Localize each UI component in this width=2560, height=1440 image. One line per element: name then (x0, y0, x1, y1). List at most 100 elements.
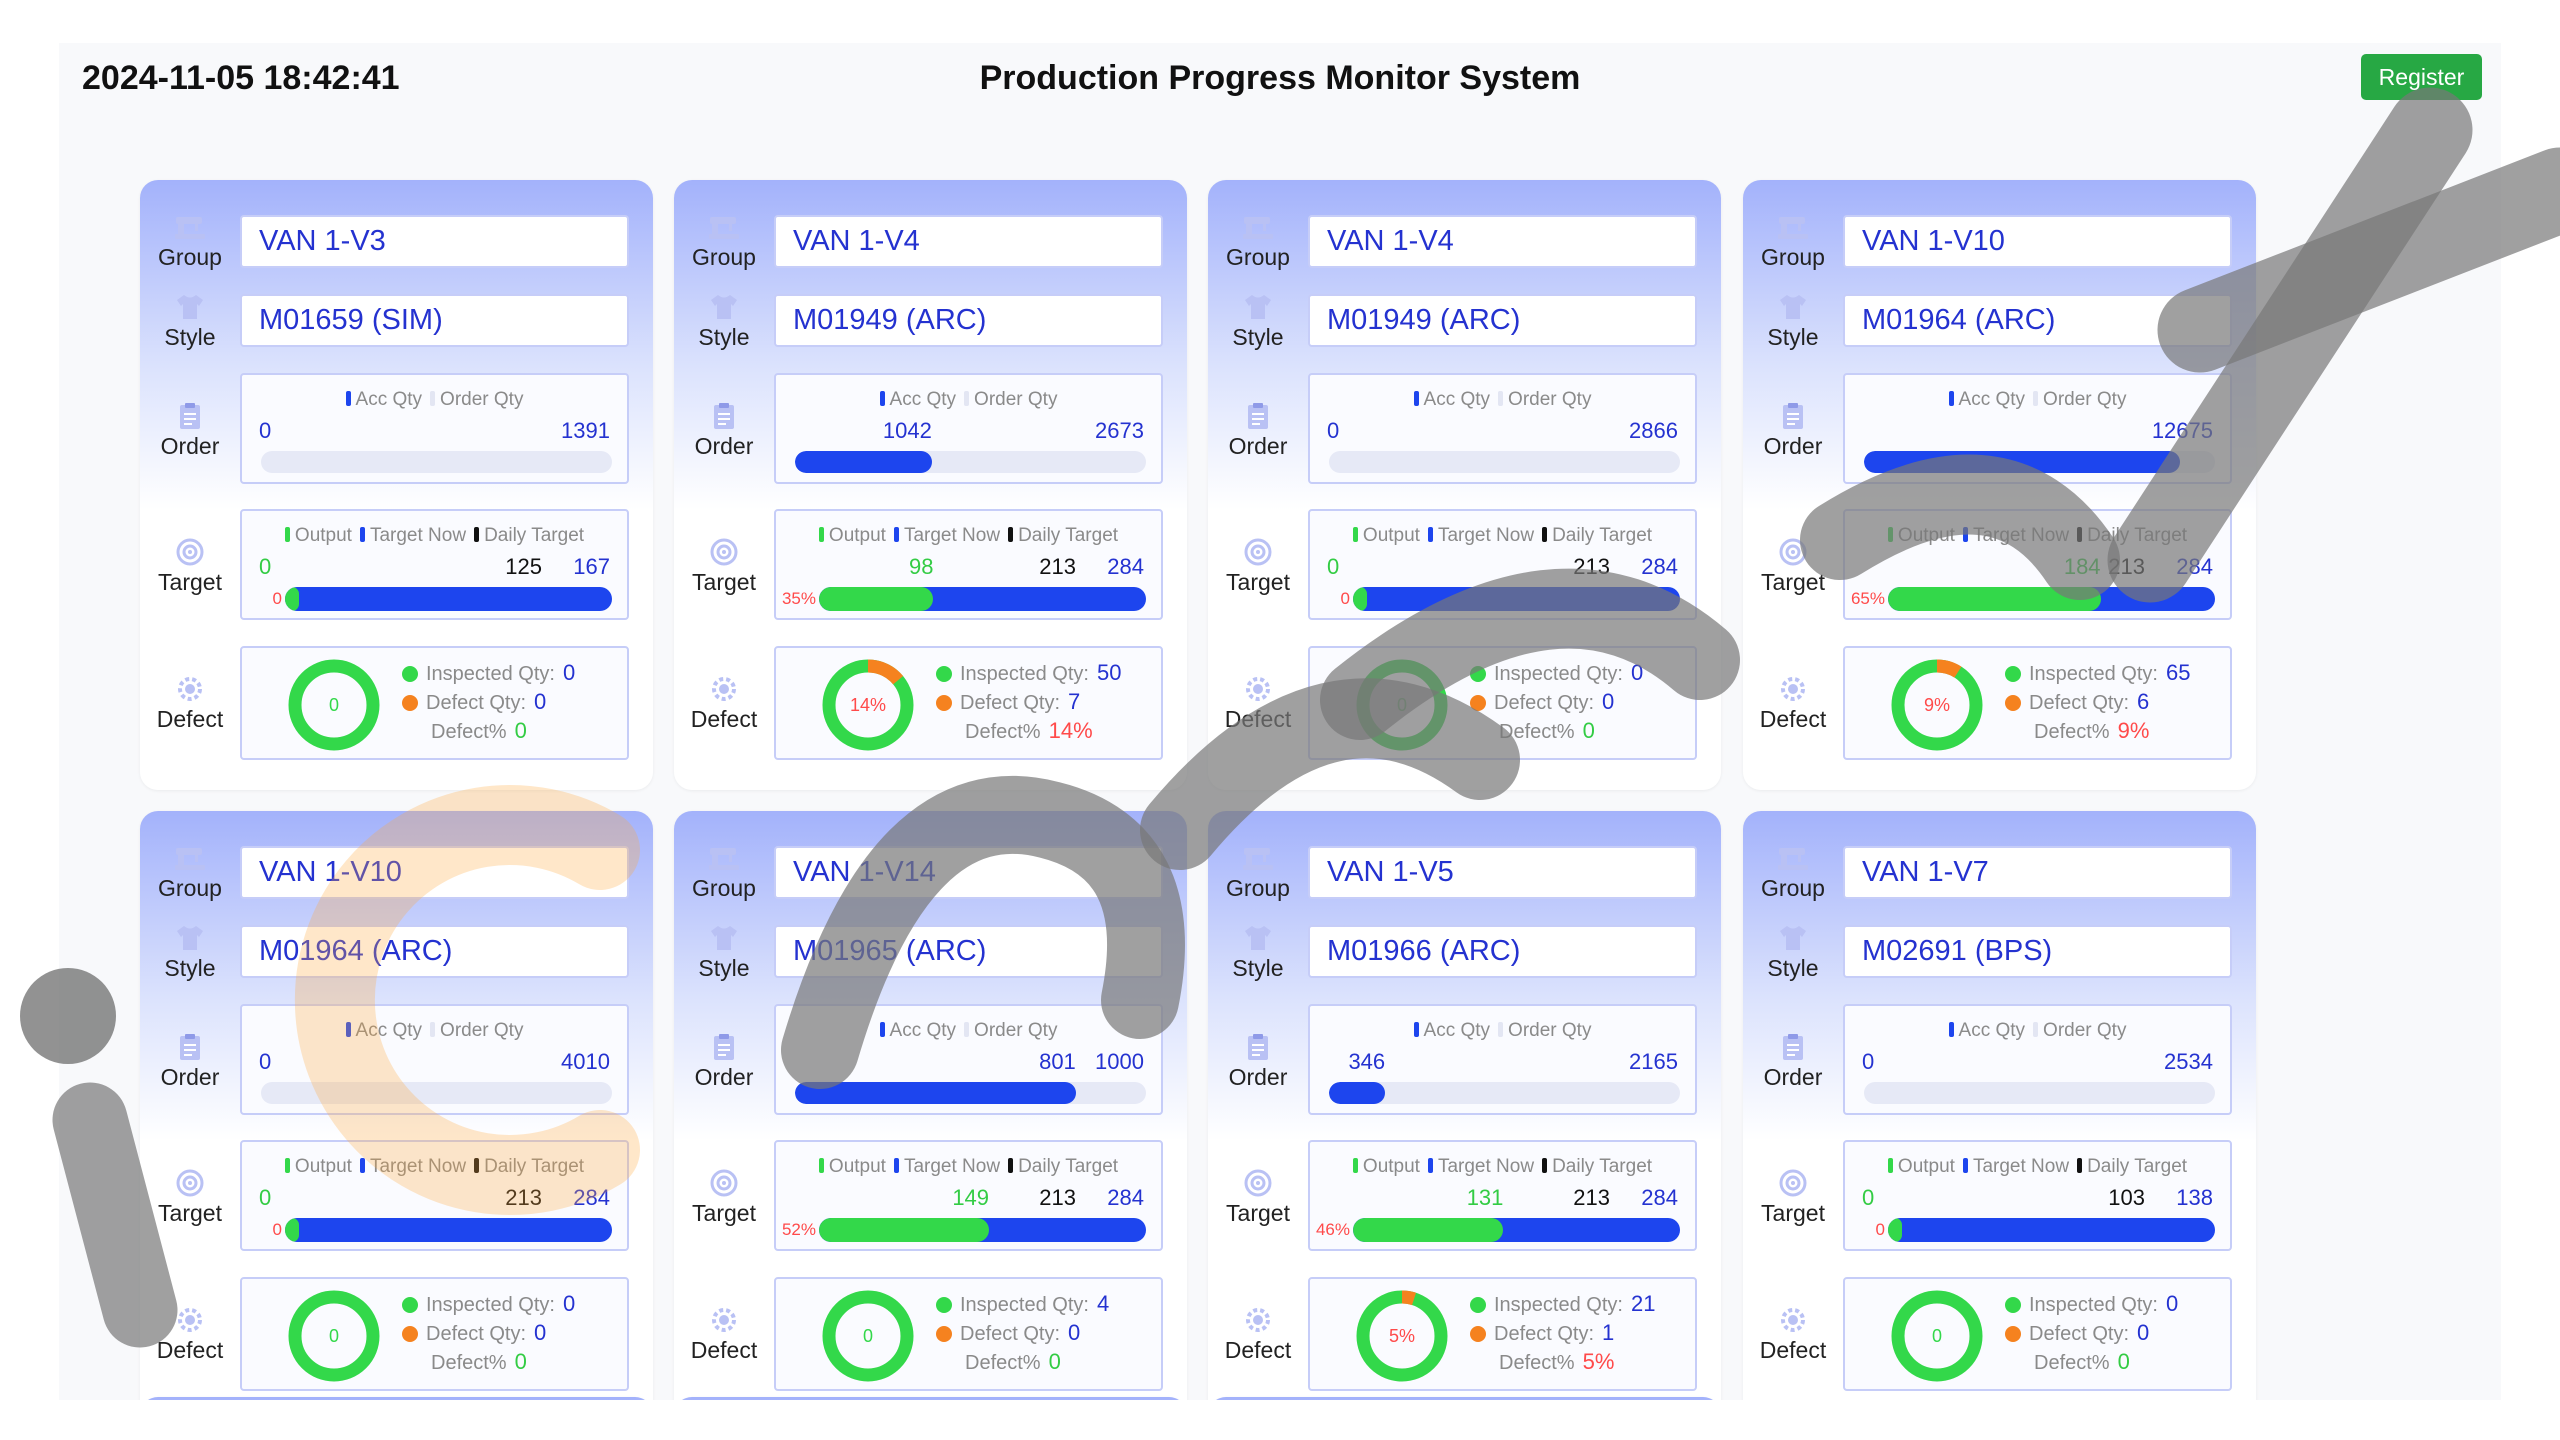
defect-percent-label: Defect% (1499, 721, 1575, 743)
production-card: Group Style Order Target Defect VAN 1-V10 M019… (1743, 180, 2256, 790)
style-label: Style (698, 324, 750, 350)
inspected-qty-label: Inspected Qty: (2029, 663, 2158, 685)
defect-label: Defect (1759, 706, 1827, 732)
output-progress-fill (1888, 587, 2101, 611)
group-label: Group (1226, 244, 1290, 270)
clipboard-icon (1248, 1034, 1268, 1060)
order-progress-fill (1864, 451, 2180, 473)
defect-qty-row: Defect Qty: 0 (402, 1321, 546, 1346)
order-legend: Acc Qty Order Qty (242, 389, 627, 411)
legend-acc-qty: Acc Qty (879, 1020, 956, 1042)
clipboard-icon (180, 403, 200, 429)
legend-order-qty: Order Qty (430, 389, 523, 411)
target-label: Target (1761, 569, 1825, 595)
defect-donut-chart: 0 (822, 1290, 914, 1382)
defect-qty-value: 7 (1068, 689, 1081, 714)
order-progress-fill (795, 1082, 1076, 1104)
defect-percent-label: Defect% (965, 721, 1041, 743)
production-card-partial (140, 1397, 653, 1400)
inspected-qty-value: 65 (2165, 660, 2191, 685)
acc-qty-value: 0 (259, 418, 272, 443)
defect-box: 0 Inspected Qty: 0 Defect Qty: 0 Defect% 0 (240, 1277, 629, 1391)
order-qty-value: 1391 (561, 418, 610, 443)
clipboard-icon (714, 403, 734, 429)
donut-center-label: 0 (1397, 695, 1407, 715)
legend-output: Output (818, 525, 886, 547)
legend-daily-target: Daily Target (1008, 1156, 1118, 1178)
inspected-qty-row: Inspected Qty: 21 (1470, 1292, 1655, 1317)
legend-acc-qty: Acc Qty (1948, 1020, 2025, 1042)
production-card: Group Style Order Target Defect VAN 1-V4 M0194… (1208, 180, 1721, 790)
production-card: Group Style Order Target Defect VAN 1-V7 M0269… (1743, 811, 2256, 1400)
order-progress-track (1329, 451, 1680, 473)
output-progress-fill (819, 1218, 990, 1242)
legend-output: Output (1352, 1156, 1420, 1178)
defect-percent-row: Defect% 0 (2034, 1350, 2130, 1375)
legend-daily-target: Daily Target (2077, 1156, 2187, 1178)
inspected-qty-label: Inspected Qty: (426, 1294, 555, 1316)
inspected-qty-row: Inspected Qty: 65 (2005, 661, 2190, 686)
legend-order-qty: Order Qty (2033, 389, 2126, 411)
style-label-cell: Style (1208, 923, 1308, 982)
group-label: Group (692, 875, 756, 901)
style-label: Style (1232, 324, 1284, 350)
shirt-icon (711, 295, 737, 319)
order-progress-track (795, 451, 1146, 473)
group-value: VAN 1-V7 (1843, 846, 2232, 899)
daily-target-value: 284 (2176, 554, 2213, 579)
order-label: Order (1228, 433, 1288, 459)
target-label-cell: Target (140, 537, 240, 596)
legend-target-now: Target Now (359, 1156, 466, 1178)
order-label-cell: Order (1208, 401, 1308, 460)
defect-percent-label: Defect% (2034, 1352, 2110, 1374)
daily-target-value: 284 (573, 1185, 610, 1210)
target-icon (176, 1169, 204, 1197)
inspected-qty-row: Inspected Qty: 0 (2005, 1292, 2178, 1317)
output-value: 0 (1862, 1185, 1875, 1210)
defect-qty-value: 6 (2137, 689, 2150, 714)
defect-percent-label: Defect% (2034, 721, 2110, 743)
defect-qty-label: Defect Qty: (1494, 1323, 1595, 1345)
style-label-cell: Style (140, 923, 240, 982)
style-value: M01965 (ARC) (774, 925, 1163, 978)
defect-percent-value: 0 (1582, 718, 1595, 743)
style-label-cell: Style (1208, 292, 1308, 351)
target-label: Target (1761, 1200, 1825, 1226)
style-label-cell: Style (1743, 292, 1843, 351)
order-qty-value: 2534 (2164, 1049, 2213, 1074)
defect-label-cell: Defect (1743, 1305, 1843, 1364)
sewing-machine-icon (175, 848, 205, 870)
legend-target-now: Target Now (1962, 525, 2069, 547)
style-label-cell: Style (140, 292, 240, 351)
target-label: Target (158, 1200, 222, 1226)
order-progress-box: Acc Qty Order Qty 0 2866 (1308, 373, 1697, 484)
order-label-cell: Order (140, 401, 240, 460)
order-label: Order (1228, 1064, 1288, 1090)
defect-qty-value: 0 (1602, 689, 1615, 714)
daily-target-value: 284 (1107, 1185, 1144, 1210)
defect-arc (1891, 659, 1983, 751)
output-value: 0 (1327, 554, 1340, 579)
group-label: Group (1761, 875, 1825, 901)
acc-qty-value: 0 (1327, 418, 1340, 443)
donut-center-label: 5% (1389, 1326, 1415, 1346)
order-legend: Acc Qty Order Qty (1310, 1020, 1695, 1042)
target-progress-box: Output Target Now Daily Target 149 213 284 52% (774, 1140, 1163, 1251)
register-button[interactable]: Register (2361, 54, 2482, 100)
defect-qty-value: 0 (534, 1320, 547, 1345)
target-progress-box: Output Target Now Daily Target 0 103 138 0 (1843, 1140, 2232, 1251)
defect-percent-row: Defect% 0 (1499, 719, 1595, 744)
order-progress-box: Acc Qty Order Qty 12675 (1843, 373, 2232, 484)
daily-target-now-value: 103 (2108, 1185, 2145, 1210)
inspected-qty-label: Inspected Qty: (1494, 1294, 1623, 1316)
group-label-cell: Group (1743, 212, 1843, 271)
defect-box: 0 Inspected Qty: 0 Defect Qty: 0 Defect% 0 (1308, 646, 1697, 760)
target-legend: Output Target Now Daily Target (776, 525, 1161, 547)
inspected-ring (288, 659, 380, 751)
group-label: Group (692, 244, 756, 270)
target-progress-track (1353, 587, 1680, 611)
legend-acc-qty: Acc Qty (879, 389, 956, 411)
group-label: Group (1761, 244, 1825, 270)
target-label-cell: Target (1743, 1168, 1843, 1227)
style-label: Style (1767, 955, 1819, 981)
